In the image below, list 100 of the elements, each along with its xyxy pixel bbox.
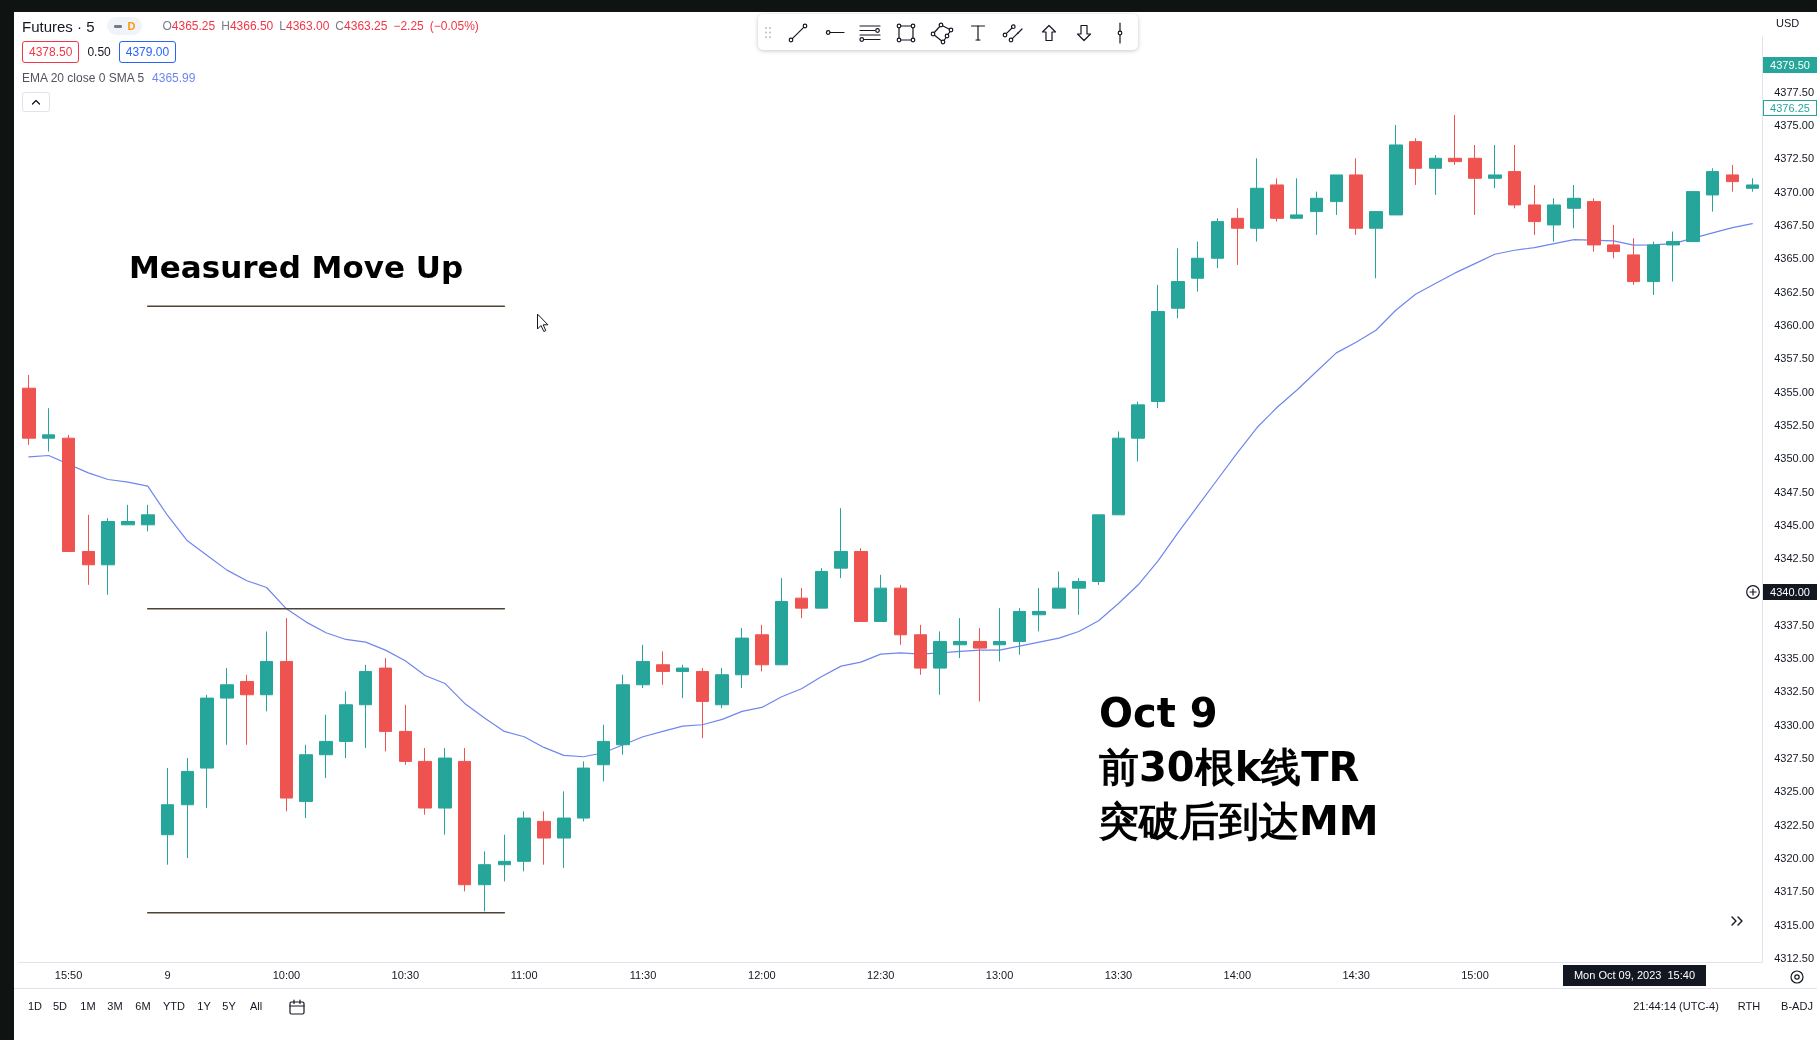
y-tick-label: 4377.50 bbox=[1774, 85, 1814, 98]
y-tick-label: 4357.50 bbox=[1774, 352, 1814, 365]
annotation: 4365.99 bbox=[152, 71, 196, 85]
candlestick bbox=[795, 587, 808, 619]
candlestick bbox=[1389, 124, 1403, 216]
y-tick-label: 4367.50 bbox=[1774, 218, 1814, 231]
candlestick bbox=[418, 747, 432, 816]
candlestick bbox=[1231, 207, 1244, 266]
candlestick bbox=[1686, 191, 1700, 243]
candlestick bbox=[656, 650, 670, 686]
candlestick bbox=[1448, 114, 1462, 166]
y-tick-label: 4317.50 bbox=[1774, 885, 1814, 898]
x-tick-label: 10:30 bbox=[391, 968, 420, 981]
candlestick bbox=[1211, 217, 1224, 269]
candlestick bbox=[121, 504, 135, 526]
candlestick bbox=[101, 517, 115, 596]
y-tick-label: 4375.00 bbox=[1774, 118, 1814, 131]
candlestick bbox=[1310, 191, 1323, 236]
y-tick-label: 4360.00 bbox=[1774, 318, 1814, 331]
candlestick bbox=[1488, 144, 1502, 189]
text: 4376.25 bbox=[1763, 100, 1817, 116]
candlestick bbox=[220, 667, 234, 746]
candlestick bbox=[1032, 587, 1046, 632]
annotation: 4378.50 bbox=[22, 41, 80, 63]
y-tick-label: 4365.00 bbox=[1774, 252, 1814, 265]
x-tick-label: 12:30 bbox=[866, 968, 895, 981]
candlestick bbox=[557, 790, 571, 869]
candlestick bbox=[1072, 577, 1086, 616]
candlestick bbox=[359, 664, 372, 749]
candlestick bbox=[933, 630, 947, 696]
candlestick bbox=[854, 547, 868, 622]
text: EMA 20 close 0 SMA 5 bbox=[22, 71, 145, 85]
candlestick bbox=[379, 657, 392, 752]
candlestick bbox=[260, 630, 273, 712]
text: 1M bbox=[80, 1000, 96, 1012]
y-tick-label: 4320.00 bbox=[1774, 852, 1814, 865]
text: 4340.00 bbox=[1763, 584, 1817, 600]
text: 1Y bbox=[197, 1000, 211, 1012]
text: RTH bbox=[1737, 1000, 1761, 1012]
y-tick-label: 4325.00 bbox=[1774, 785, 1814, 798]
candlestick bbox=[458, 747, 471, 892]
candlestick bbox=[597, 724, 610, 782]
candlestick bbox=[1349, 157, 1363, 236]
candlestick bbox=[815, 567, 828, 609]
candlestick bbox=[1567, 184, 1581, 229]
candlestick bbox=[62, 434, 75, 552]
candlestick bbox=[676, 664, 689, 699]
candlestick bbox=[715, 667, 729, 709]
candlestick bbox=[1171, 247, 1185, 319]
y-tick-label: 4347.50 bbox=[1774, 485, 1814, 498]
text: Mon Oct 09, 2023 15:40 bbox=[1563, 965, 1706, 986]
candlestick bbox=[280, 617, 293, 812]
candlestick bbox=[1112, 431, 1125, 516]
candlestick bbox=[755, 624, 769, 672]
y-tick-label: 4327.50 bbox=[1774, 752, 1814, 765]
candlestick bbox=[240, 674, 254, 746]
text: 5Y bbox=[222, 1000, 236, 1012]
annotation: 前30根k线TR bbox=[1099, 743, 1361, 792]
candlestick bbox=[1746, 177, 1759, 193]
candlestick bbox=[874, 574, 887, 622]
candlestick bbox=[1409, 137, 1422, 186]
text: YTD bbox=[163, 1000, 185, 1012]
text: 5D bbox=[52, 1000, 68, 1012]
candlestick bbox=[82, 514, 95, 586]
candlestick bbox=[993, 607, 1006, 662]
candlestick bbox=[498, 834, 511, 882]
candlestick bbox=[894, 584, 907, 646]
candlestick bbox=[181, 757, 194, 859]
text: 1D bbox=[27, 1000, 43, 1012]
y-tick-label: 4345.00 bbox=[1774, 518, 1814, 531]
candlestick bbox=[834, 507, 848, 579]
candlestick bbox=[1250, 157, 1264, 243]
text: 21:44:14 (UTC-4) bbox=[1633, 1000, 1719, 1012]
candlestick bbox=[953, 617, 967, 659]
annotation: 0.50 bbox=[87, 45, 111, 59]
candlestick bbox=[577, 760, 590, 822]
candlestick bbox=[1627, 237, 1640, 286]
candlestick bbox=[1092, 514, 1105, 586]
candlestick bbox=[914, 624, 927, 676]
annotation: 突破后到达MM bbox=[1099, 797, 1379, 846]
x-tick-label: 14:00 bbox=[1223, 968, 1252, 981]
candlestick bbox=[22, 374, 36, 446]
candlestick bbox=[1547, 197, 1561, 243]
annotation: 4379.00 bbox=[118, 41, 177, 63]
text: 6M bbox=[135, 1000, 151, 1012]
candlestick bbox=[1468, 144, 1482, 216]
chart-title: Futures · 5 bbox=[22, 17, 95, 35]
y-tick-label: 4335.00 bbox=[1774, 652, 1814, 665]
x-tick-label: 14:30 bbox=[1342, 968, 1370, 981]
text: D bbox=[127, 20, 136, 32]
annotation: Oct 9 bbox=[1099, 689, 1219, 738]
candlestick bbox=[973, 627, 987, 702]
candlestick bbox=[636, 644, 650, 689]
candlestick bbox=[1151, 284, 1165, 409]
text: USD bbox=[1776, 17, 1800, 29]
candlestick bbox=[1013, 607, 1026, 656]
y-tick-label: 4350.00 bbox=[1774, 452, 1814, 465]
text: All bbox=[249, 1000, 263, 1012]
candlestick bbox=[1270, 177, 1284, 223]
candlestick bbox=[1330, 174, 1343, 216]
